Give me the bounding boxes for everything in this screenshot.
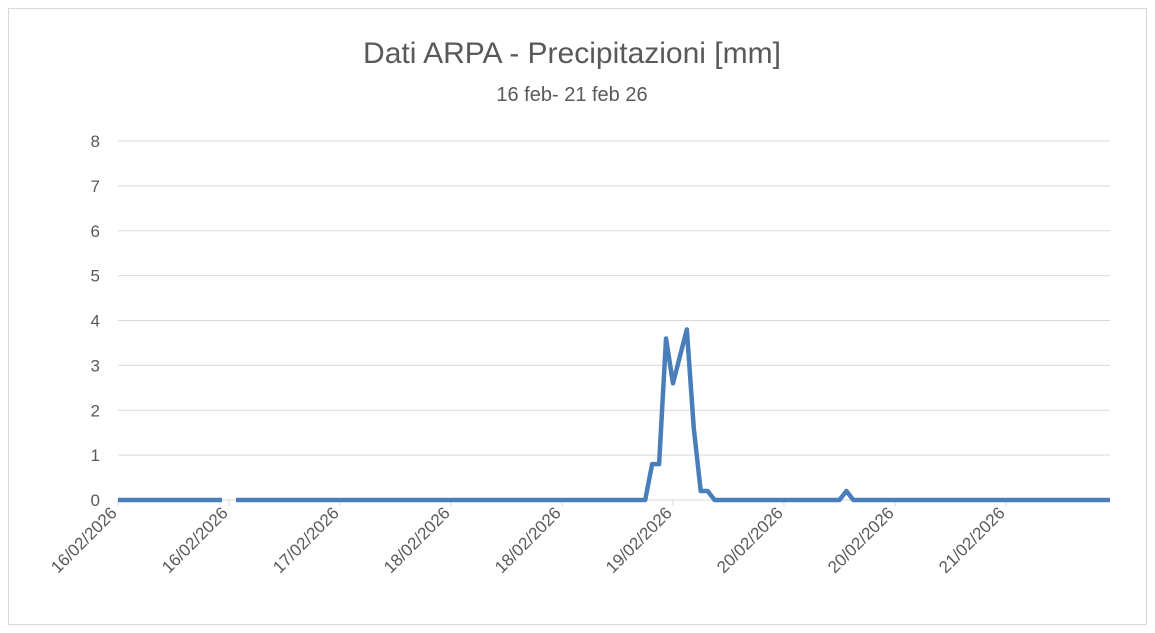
y-tick-label: 6	[91, 222, 100, 241]
y-tick-label: 3	[91, 356, 100, 375]
y-tick-label: 1	[91, 446, 100, 465]
y-tick-label: 2	[91, 401, 100, 420]
y-tick-label: 8	[91, 132, 100, 151]
y-tick-label: 4	[91, 312, 100, 331]
chart-title: Dati ARPA - Precipitazioni [mm]	[363, 37, 781, 70]
y-tick-label: 0	[91, 491, 100, 510]
y-tick-label: 7	[91, 177, 100, 196]
line-series	[235, 327, 1110, 503]
y-tick-label: 5	[91, 267, 100, 286]
chart-border	[8, 8, 1147, 625]
chart-subtitle: 16 feb- 21 feb 26	[496, 84, 647, 106]
